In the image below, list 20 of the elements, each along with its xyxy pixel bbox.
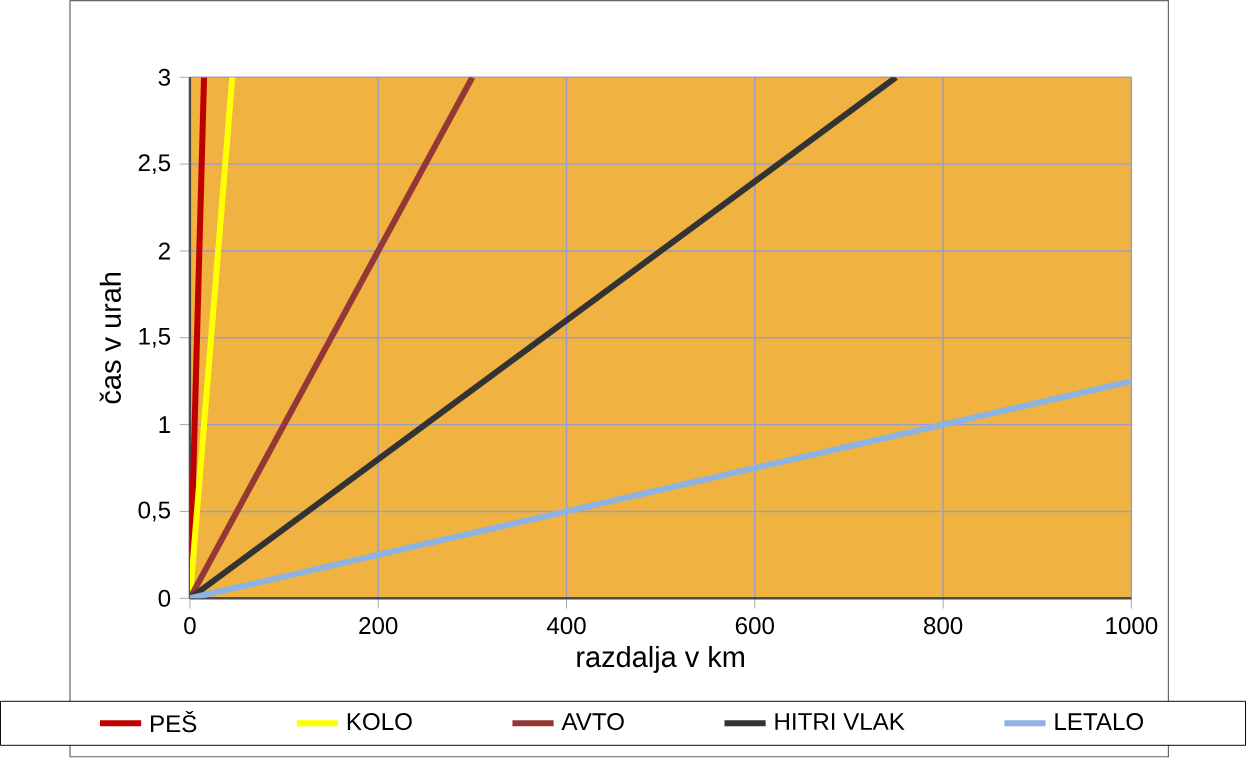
y-tick-label: 3 xyxy=(158,68,171,87)
y-tick-label: 0,5 xyxy=(138,501,171,522)
x-tick-label: 800 xyxy=(924,617,963,635)
x-tick-label: 0 xyxy=(184,617,196,635)
x-tick-label: 1000 xyxy=(1106,617,1158,635)
legend-label: KOLO xyxy=(347,713,412,731)
legend-label: LETALO xyxy=(1055,713,1144,731)
y-tick-label: 1,5 xyxy=(139,328,171,348)
x-axis-title: razdalja v km xyxy=(577,646,744,674)
y-tick-label: 1 xyxy=(159,416,170,434)
x-tick-label: 600 xyxy=(735,617,774,635)
y-tick-label: 2 xyxy=(158,242,170,260)
x-tick-label: 200 xyxy=(359,617,398,635)
legend-label: PEŠ xyxy=(151,711,197,733)
y-tick-label: 2,5 xyxy=(138,154,171,175)
legend-label: HITRI VLAK xyxy=(775,713,905,731)
y-tick-label: 0 xyxy=(158,589,171,608)
legend-label: AVTO xyxy=(561,713,624,731)
y-axis-title: čas v urah xyxy=(99,273,121,404)
x-tick-label: 400 xyxy=(546,617,586,635)
